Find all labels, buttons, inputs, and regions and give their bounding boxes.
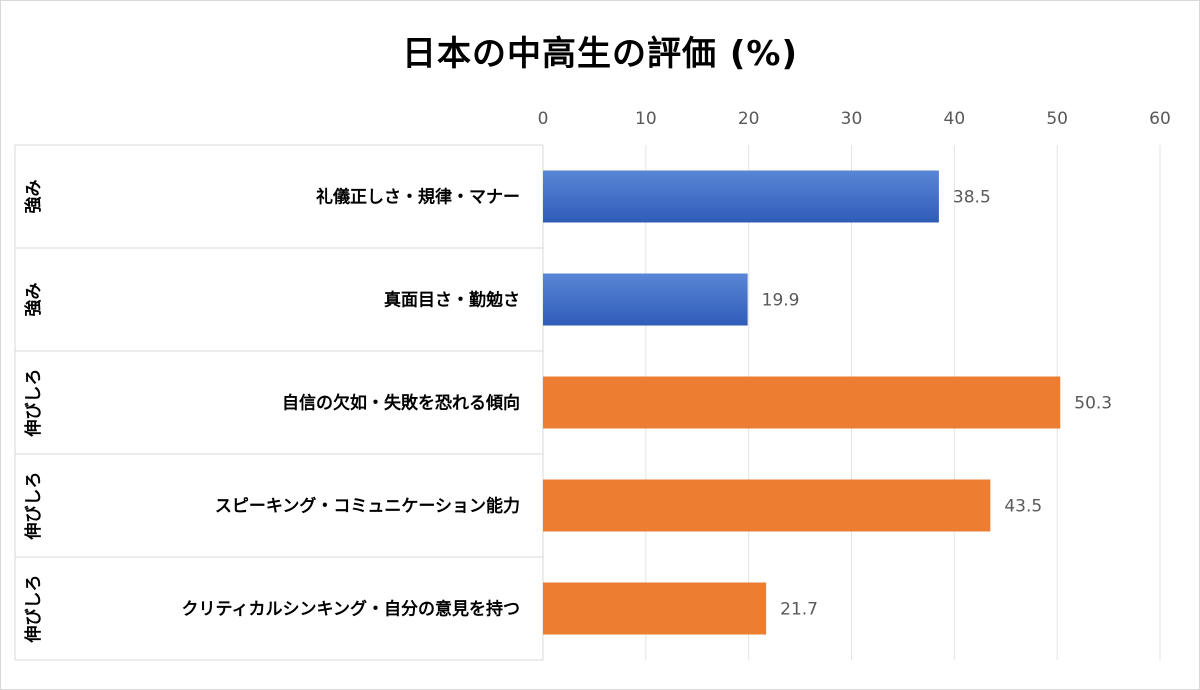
x-tick-label: 30 xyxy=(841,109,863,129)
data-label: 21.7 xyxy=(780,600,818,620)
group-label: 伸びしろ xyxy=(23,472,44,541)
data-label: 19.9 xyxy=(762,291,800,311)
category-label: スピーキング・コミュニケーション能力 xyxy=(215,496,520,517)
x-tick-label: 20 xyxy=(738,109,760,129)
x-tick-label: 40 xyxy=(944,109,966,129)
bar xyxy=(543,479,991,532)
chart-title: 日本の中高生の評価 (%) xyxy=(402,34,798,74)
category-label: 自信の欠如・失敗を恐れる傾向 xyxy=(282,393,520,414)
group-label: 強み xyxy=(23,180,44,214)
group-label: 伸びしろ xyxy=(23,369,44,438)
bar xyxy=(543,376,1061,429)
category-label: クリティカルシンキング・自分の意見を持つ xyxy=(182,599,520,620)
x-tick-label: 60 xyxy=(1149,109,1171,129)
group-label: 強み xyxy=(23,283,44,317)
x-tick-label: 50 xyxy=(1046,109,1068,129)
category-label: 礼儀正しさ・規律・マナー xyxy=(316,187,520,208)
data-label: 38.5 xyxy=(953,188,991,208)
group-label: 伸びしろ xyxy=(23,575,44,644)
x-tick-label: 0 xyxy=(538,109,549,129)
bar xyxy=(543,273,748,326)
x-tick-label: 10 xyxy=(635,109,657,129)
data-label: 50.3 xyxy=(1074,394,1112,414)
data-label: 43.5 xyxy=(1004,497,1042,517)
category-label: 真面目さ・勤勉さ xyxy=(384,290,520,311)
bar xyxy=(543,170,939,223)
bar xyxy=(543,582,767,635)
